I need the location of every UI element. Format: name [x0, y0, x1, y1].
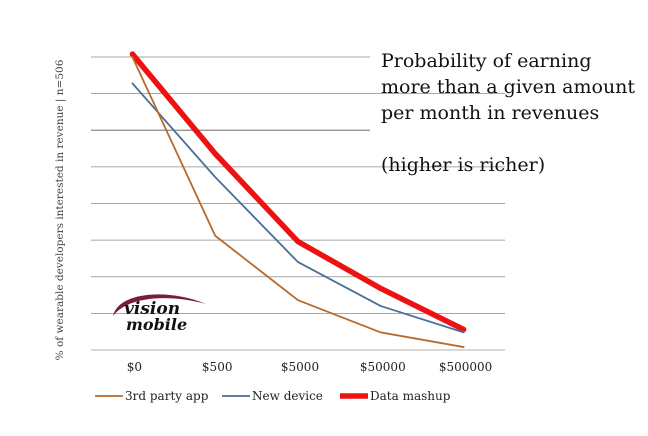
title-line: per month in revenues — [381, 102, 600, 124]
title-line: more than a given amount — [381, 76, 636, 98]
x-axis-tick-labels: $0 $500 $5000 $50000 $500000 — [127, 360, 493, 374]
title-line: Probability of earning — [381, 50, 592, 72]
x-tick-label: $0 — [127, 360, 142, 374]
series-line-new-device — [131, 82, 465, 334]
logo-text-mobile: mobile — [126, 315, 187, 334]
y-axis-label-group: % of wearable developers interested in r… — [54, 59, 67, 360]
logo-swoosh-icon — [113, 294, 206, 316]
logo: vision mobile — [113, 294, 206, 334]
gridlines — [91, 56, 505, 351]
x-tick-label: $50000 — [360, 360, 406, 374]
logo-text-vision: vision — [124, 299, 180, 319]
legend-label: New device — [252, 389, 323, 403]
x-tick-label: $5000 — [281, 360, 319, 374]
legend-label: 3rd party app — [125, 389, 209, 403]
series-line-3rd-party-app — [131, 56, 465, 348]
series-lines — [129, 51, 467, 348]
chart-subtitle: (higher is richer) — [381, 154, 546, 176]
x-tick-label: $500000 — [439, 360, 492, 374]
x-tick-label: $500 — [202, 360, 233, 374]
chart-title: Probability of earning more than a given… — [381, 48, 641, 126]
legend-label: Data mashup — [370, 389, 451, 403]
y-axis-label: % of wearable developers interested in r… — [54, 59, 67, 360]
series-line-data-mashup — [129, 51, 467, 333]
legend: 3rd party app New device Data mashup — [95, 389, 451, 403]
